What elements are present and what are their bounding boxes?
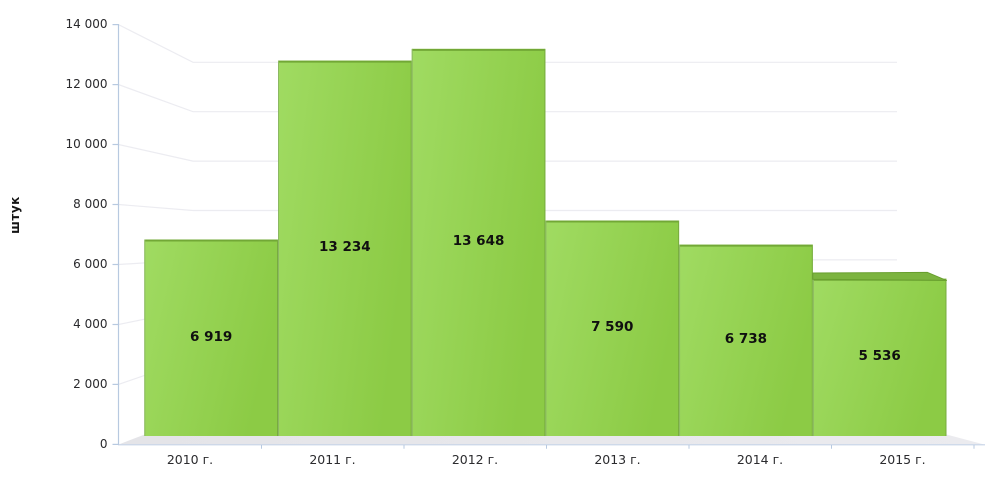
bar-top-face (812, 271, 947, 281)
bar-value-label: 13 648 (452, 233, 505, 250)
x-category-label: 2014 г. (736, 451, 784, 467)
gridline (118, 143, 897, 162)
y-axis-title: штук (8, 196, 22, 234)
y-tick-label: 2 000 (73, 376, 108, 391)
y-tick-label: 12 000 (65, 77, 108, 92)
bar (812, 278, 947, 436)
bar (411, 48, 546, 437)
gridline (118, 84, 897, 113)
bar-value-label: 13 234 (319, 239, 371, 256)
bar (545, 220, 680, 436)
y-tick-label: 6 000 (73, 256, 108, 271)
bar-value-label: 5 536 (858, 348, 901, 365)
bar (278, 60, 412, 436)
y-tick-label: 4 000 (73, 316, 108, 331)
x-category-label: 2010 г. (166, 451, 214, 467)
bar (679, 244, 813, 436)
bar-value-label: 6 919 (190, 328, 233, 345)
x-category-label: 2013 г. (594, 451, 641, 467)
y-tick-label: 14 000 (65, 17, 108, 32)
x-category-label: 2015 г. (879, 451, 926, 467)
y-tick-label: 8 000 (73, 197, 108, 211)
bar (144, 239, 278, 436)
gridline (118, 24, 897, 63)
x-category-label: 2012 г. (451, 451, 499, 467)
bar-value-label: 6 738 (724, 331, 768, 348)
y-tick-label: 0 (99, 436, 108, 451)
x-category-label: 2011 г. (309, 451, 356, 467)
bar-value-label: 7 590 (591, 319, 634, 336)
chart-floor (118, 434, 985, 445)
gridline (118, 203, 897, 212)
y-tick-label: 10 000 (65, 137, 108, 152)
